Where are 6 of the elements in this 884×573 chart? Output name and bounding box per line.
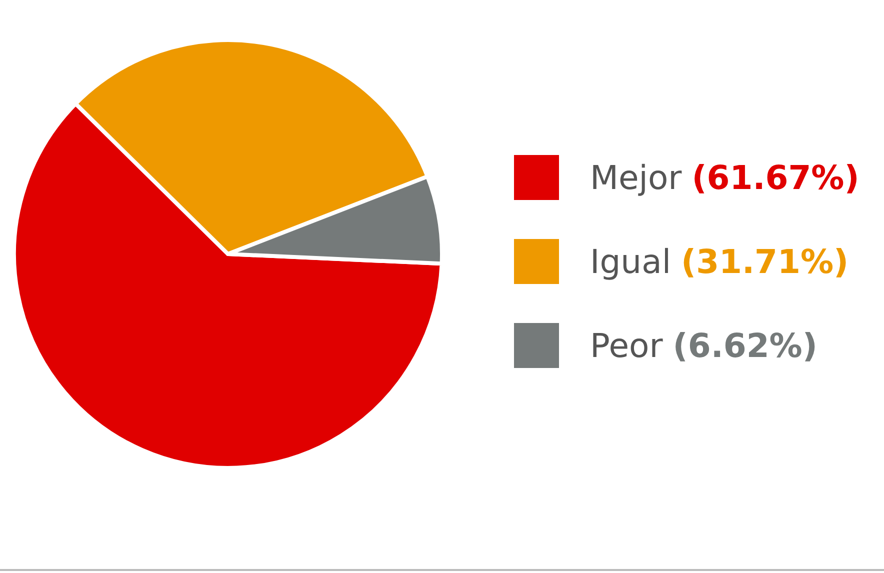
legend-label: Igual — [590, 242, 671, 281]
data-label: (61.67%) — [692, 158, 860, 197]
data-label: (31.71%) — [681, 242, 849, 281]
legend-label: Mejor — [590, 158, 682, 197]
legend-label: Peor — [590, 326, 664, 365]
data-label: (6.62%) — [672, 326, 818, 365]
